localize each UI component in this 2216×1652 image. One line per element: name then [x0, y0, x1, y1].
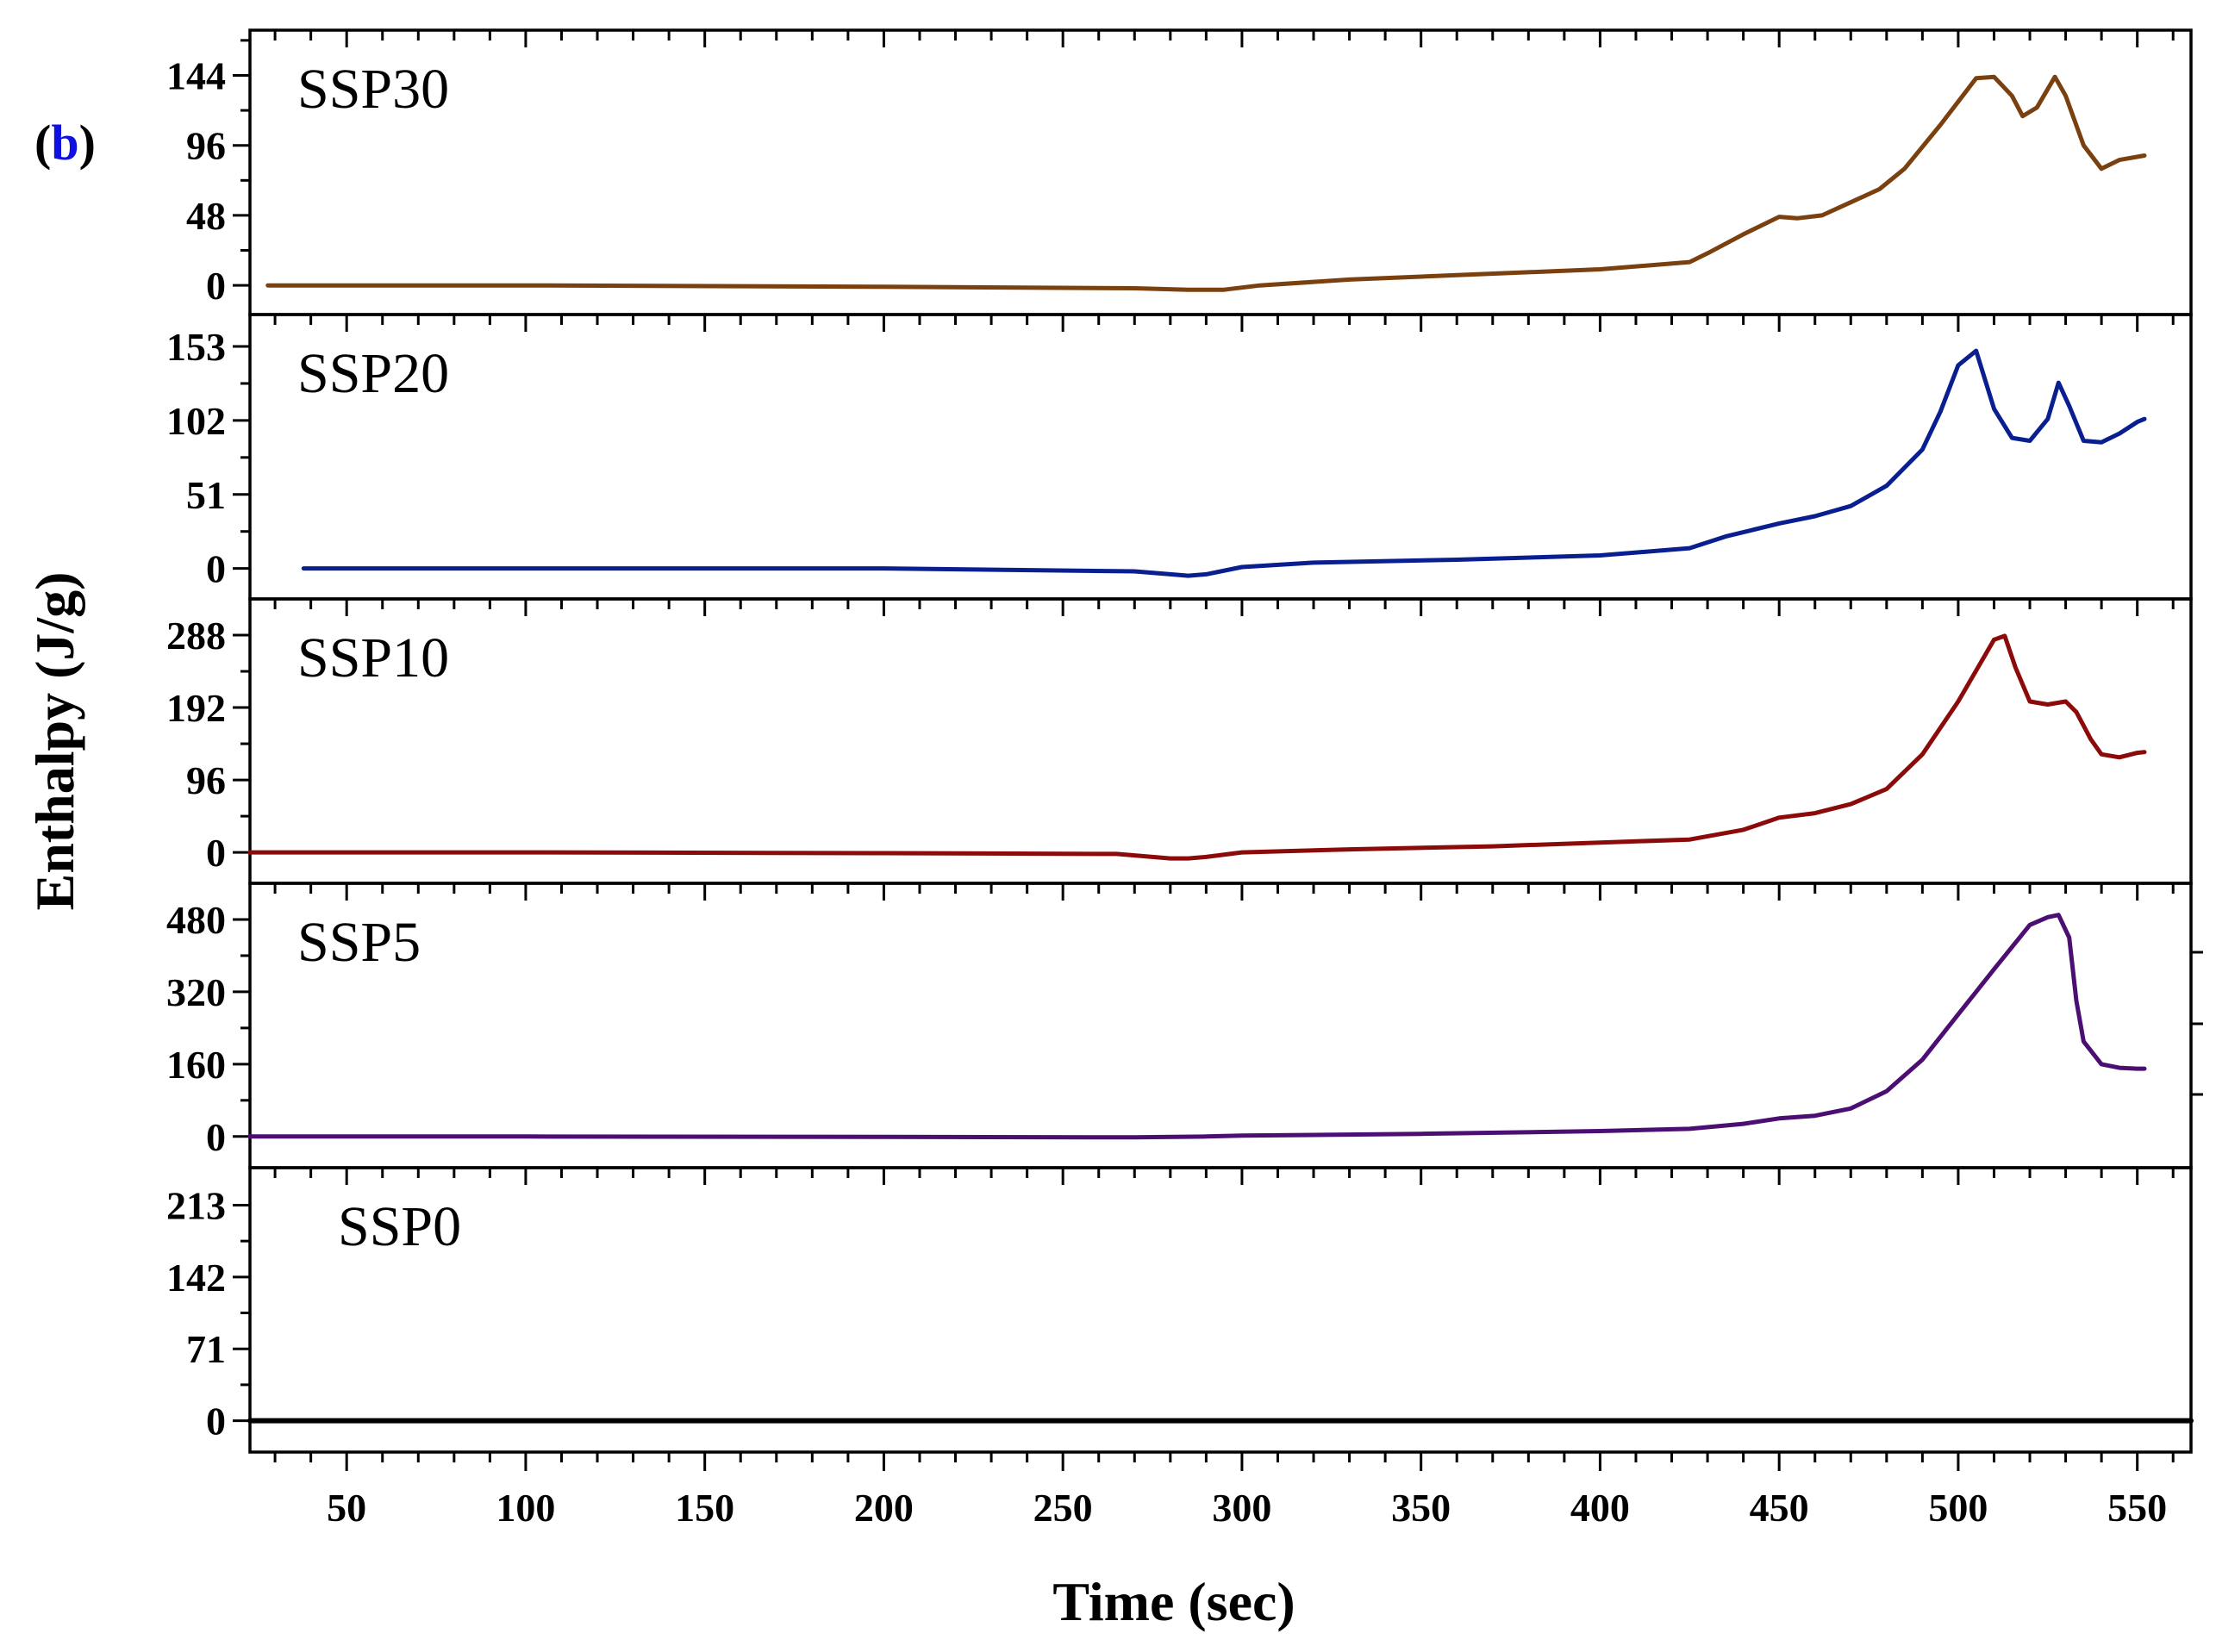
x-tick-label: 300: [1212, 1486, 1271, 1530]
y-tick-label: 102: [166, 399, 226, 443]
panel-ssp5: 0 160 320 480 SSP5: [166, 882, 2203, 1169]
panels: 0 48 96 144 SSP30 0 51 102 153 SSP20 0 96 192 288 SSP1…: [166, 28, 2203, 1454]
panel-label-ssp5: SSP5: [297, 911, 421, 974]
x-tick-label: 100: [496, 1486, 555, 1530]
y-tick-label: 51: [186, 473, 226, 517]
y-tick-label: 213: [166, 1183, 226, 1227]
x-axis: 50 100 150 200 250 300 350 400 450 500 550: [273, 1452, 2175, 1530]
panel-frame: [248, 313, 2193, 601]
y-tick-label: 71: [186, 1327, 226, 1371]
y-tick-label: 320: [166, 970, 226, 1014]
y-tick-label: 153: [166, 325, 226, 369]
panel-frame: [248, 597, 2193, 885]
series-line-ssp5: [247, 913, 2147, 1140]
x-tick-label: 200: [854, 1486, 914, 1530]
y-tick-label: 96: [186, 124, 226, 168]
panel-label-ssp10: SSP10: [297, 627, 449, 689]
y-tick-label: 480: [166, 898, 226, 942]
panel-ssp30: 0 48 96 144 SSP30: [166, 28, 2193, 316]
y-tick-label: 0: [206, 264, 226, 308]
x-tick-label: 550: [2107, 1486, 2167, 1530]
figure-label-open: (: [34, 115, 51, 171]
series-line-ssp30: [265, 74, 2147, 292]
y-tick-label: 192: [166, 686, 226, 730]
panel-label-ssp0: SSP0: [338, 1195, 461, 1258]
y-tick-label: 142: [166, 1256, 226, 1300]
y-tick-label: 144: [166, 53, 226, 97]
figure-label-letter: b: [51, 115, 78, 171]
panel-label-ssp30: SSP30: [297, 58, 449, 121]
y-tick-label: 0: [206, 831, 226, 875]
y-tick-label: 0: [206, 1400, 226, 1443]
x-axis-title: Time (sec): [1052, 1571, 1295, 1632]
series-line-ssp10: [247, 633, 2147, 861]
panel-ssp10: 0 96 192 288 SSP10: [166, 597, 2193, 885]
y-tick-label: 160: [166, 1043, 226, 1087]
y-tick-label: 96: [186, 758, 226, 802]
x-tick-label: 50: [327, 1486, 366, 1530]
y-tick-label: 48: [186, 194, 226, 238]
panel-ssp20: 0 51 102 153 SSP20: [166, 313, 2193, 601]
panel-frame: [248, 882, 2193, 1169]
x-tick-label: 500: [1928, 1486, 1988, 1530]
figure-label: (b): [34, 115, 96, 171]
y-tick-label: 0: [206, 1115, 226, 1159]
y-tick-label: 288: [166, 614, 226, 658]
y-axis-title: Enthalpy (J/g): [24, 572, 85, 911]
y-tick-label: 0: [206, 547, 226, 591]
x-tick-label: 350: [1391, 1486, 1451, 1530]
x-tick-label: 250: [1033, 1486, 1093, 1530]
x-tick-label: 400: [1570, 1486, 1630, 1530]
figure-label-close: ): [79, 115, 96, 171]
panel-ssp0: 0 71 142 213 SSP0: [166, 1166, 2194, 1454]
panel-label-ssp20: SSP20: [297, 342, 449, 405]
x-tick-label: 150: [675, 1486, 734, 1530]
x-tick-label: 450: [1750, 1486, 1809, 1530]
series-line-ssp20: [301, 348, 2147, 578]
panel-frame: [248, 1166, 2193, 1454]
